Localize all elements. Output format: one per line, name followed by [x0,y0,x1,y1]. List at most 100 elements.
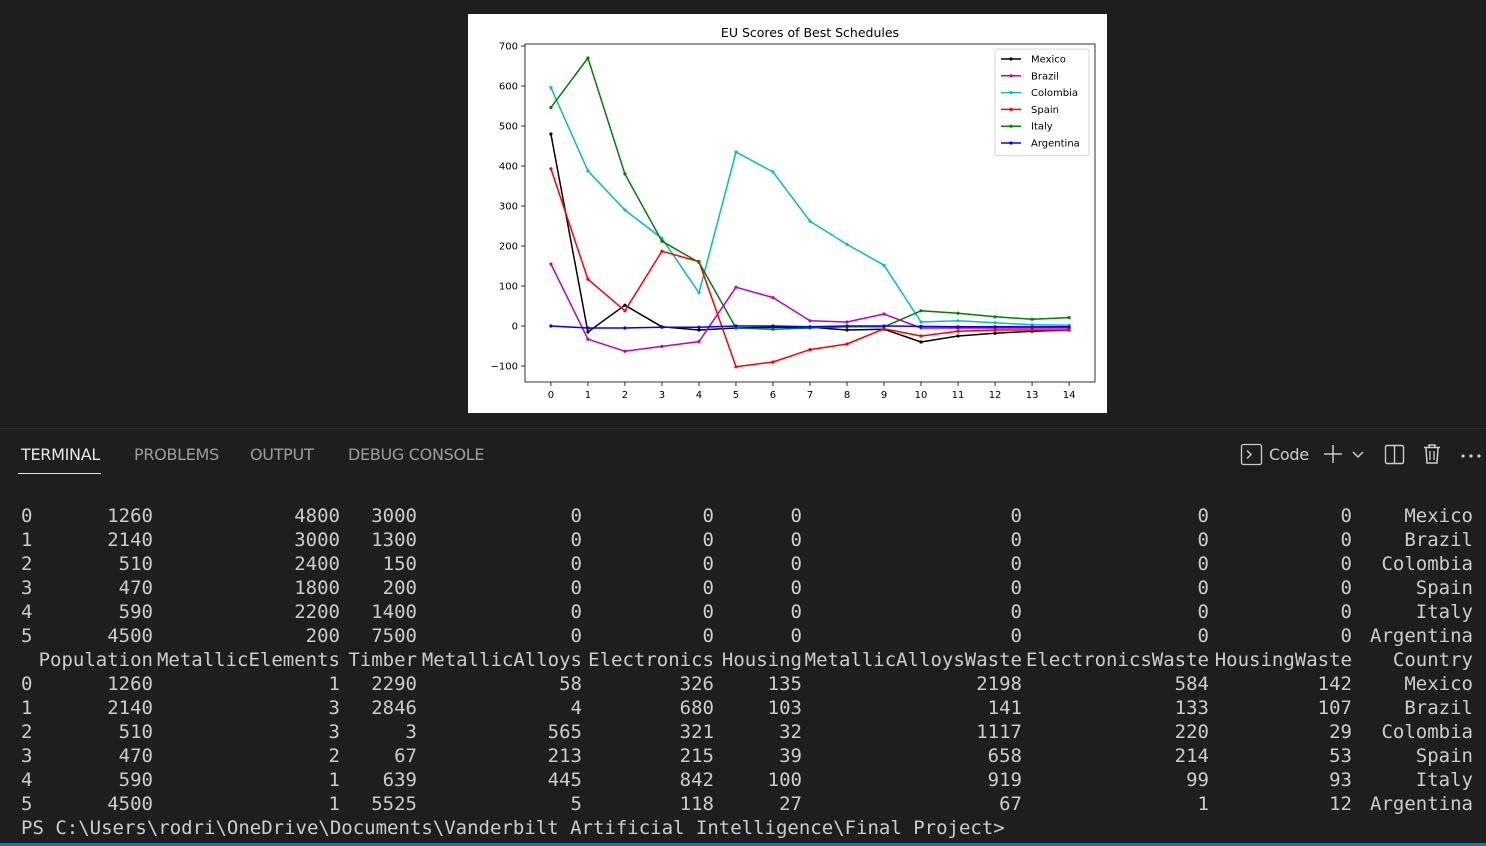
split-terminal-icon[interactable] [1384,444,1405,465]
table-cell: 639 [382,769,417,791]
data-point-brazil [697,340,701,344]
data-point-mexico [623,303,627,307]
x-tick-label: 11 [952,390,965,401]
table-cell: 142 [1317,673,1352,695]
table-cell: 2198 [976,673,1022,695]
data-point-spain [956,329,960,333]
data-point-brazil [623,349,627,353]
trash-icon[interactable] [1422,443,1442,465]
x-tick-label: 3 [659,390,665,401]
active-tab-indicator [18,473,101,474]
column-header: MetallicAlloys [421,649,582,671]
row-index: 2 [21,721,33,743]
data-point-mexico [549,132,553,136]
table-cell: 1 [328,793,340,815]
data-point-argentina [919,324,923,328]
more-actions-icon[interactable] [1460,453,1482,459]
table-cell: 0 [702,553,714,575]
y-tick-label: 200 [499,242,518,253]
data-point-colombia [845,242,849,246]
table-cell: 0 [702,529,714,551]
data-point-colombia [623,208,627,212]
data-point-brazil [808,319,812,323]
x-tick-label: 5 [733,390,739,401]
column-header: ElectronicsWaste [1025,649,1209,671]
table-row: 0 1260 4800 3000 0 0 0 0 0 0 Mexico [0,504,1486,528]
data-point-colombia [956,319,960,323]
tab-output[interactable]: OUTPUT [250,445,314,464]
row-index: 2 [21,553,33,575]
table-cell: 0 [702,625,714,647]
table-cell: 0 [702,505,714,527]
table-cell: 0 [1197,553,1209,575]
table-cell: 2140 [107,529,153,551]
table-cell: 0 [790,577,802,599]
data-point-italy [1067,316,1071,320]
table-cell: 0 [1010,577,1022,599]
terminal-prompt[interactable]: PS C:\Users\rodri\OneDrive\Documents\Van… [21,817,1005,839]
data-point-argentina [771,324,775,328]
table-cell: 3000 [294,529,340,551]
data-point-italy [549,106,553,110]
table-cell: 0 [570,625,582,647]
table-cell: 103 [767,697,802,719]
table-cell: Mexico [1404,673,1473,695]
legend-label: Brazil [1031,71,1059,82]
table-cell: 2290 [371,673,417,695]
table-cell: 5525 [371,793,417,815]
table-cell: 0 [1010,601,1022,623]
series-line-colombia [550,87,1070,326]
table-cell: Colombia [1381,721,1473,743]
data-point-italy [586,56,590,60]
tab-debug-console[interactable]: DEBUG CONSOLE [348,445,485,464]
data-point-italy [660,239,664,243]
table-cell: 584 [1174,673,1209,695]
table-cell: 0 [1197,577,1209,599]
table-header-row: Population MetallicElements Timber Metallic… [0,648,1486,672]
table-cell: 590 [118,769,153,791]
x-tick-label: 10 [915,390,928,401]
table-cell: 3 [405,721,417,743]
table-cell: 27 [779,793,802,815]
row-index: 5 [21,793,33,815]
table-row: 4 590 2200 1400 0 0 0 0 0 0 Italy [0,600,1486,624]
legend-marker [1009,74,1013,78]
panel-divider [0,428,1486,429]
data-point-spain [808,348,812,352]
table-cell: 0 [702,577,714,599]
terminal-output[interactable]: 0 1260 4800 3000 0 0 0 0 0 0 Mexico 1 2140 3000 1300 0 0… [0,504,1486,840]
tab-terminal[interactable]: TERMINAL [21,445,100,464]
table-cell: 220 [1174,721,1209,743]
table-cell: 470 [118,745,153,767]
legend-label: Spain [1031,105,1059,116]
y-tick-label: 300 [499,202,518,213]
terminal-icon[interactable] [1240,443,1263,466]
table-cell: 842 [679,769,714,791]
table-row: 3 470 1800 200 0 0 0 0 0 0 Spain [0,576,1486,600]
column-header: Country [1392,649,1473,671]
table-cell: 0 [1340,577,1352,599]
table-cell: 2200 [294,601,340,623]
data-point-argentina [882,324,886,328]
data-point-colombia [734,150,738,154]
launch-profile-label[interactable]: Code [1269,445,1309,464]
table-cell: 67 [999,793,1022,815]
plot-figure: EU Scores of Best Schedules 0 1 2 3 4 5 6 7 8 9 10 1… [468,14,1107,413]
table-row: 5 4500 200 7500 0 0 0 0 0 0 Argentina [0,624,1486,648]
table-cell: 590 [118,601,153,623]
data-point-mexico [845,328,849,332]
table-cell: 99 [1186,769,1209,791]
table-cell: Spain [1415,577,1473,599]
table-cell: 321 [679,721,714,743]
table-cell: Italy [1415,601,1473,623]
table-cell: 0 [1010,625,1022,647]
table-cell: 107 [1317,697,1352,719]
table-cell: Brazil [1404,529,1473,551]
data-point-spain [993,328,997,332]
table-cell: 1800 [294,577,340,599]
table-cell: 0 [570,505,582,527]
plus-icon[interactable] [1322,443,1344,465]
chevron-down-icon[interactable] [1351,450,1365,460]
x-tick-label: 7 [807,390,813,401]
tab-problems[interactable]: PROBLEMS [134,445,219,464]
